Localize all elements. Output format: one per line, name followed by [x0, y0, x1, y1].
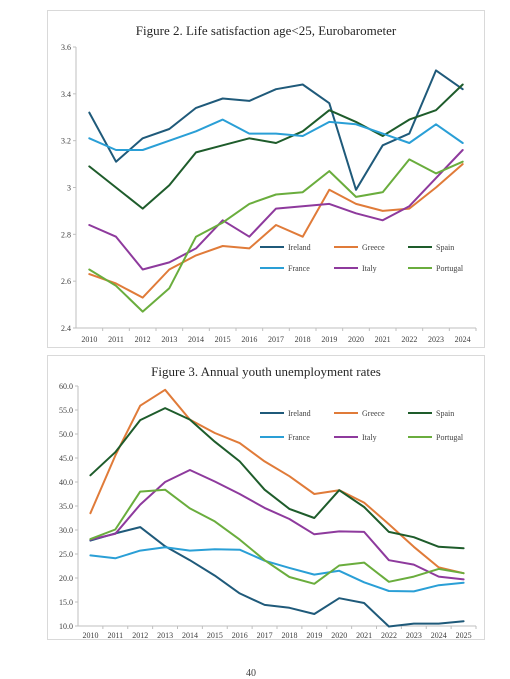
fig2-x-tick-label: 2023 — [428, 335, 444, 344]
fig3-x-tick-label: 2012 — [132, 631, 148, 639]
fig3-x-tick-label: 2025 — [456, 631, 472, 639]
fig2-legend-label-ireland: Ireland — [288, 243, 311, 252]
fig3-title: Figure 3. Annual youth unemployment rate… — [151, 364, 381, 379]
fig2-series-ireland — [88, 69, 464, 191]
fig3-legend-label-spain: Spain — [436, 409, 454, 418]
fig3-legend-label-france: France — [288, 433, 310, 442]
fig3-x-tick-label: 2020 — [331, 631, 347, 639]
fig2-y-tick-label: 3.6 — [61, 43, 71, 52]
fig3-y-tick-label: 15.0 — [59, 598, 73, 607]
fig3-series-ireland — [89, 526, 465, 628]
fig2-x-tick-label: 2022 — [401, 335, 417, 344]
figure-3-chart: Figure 3. Annual youth unemployment rate… — [59, 364, 477, 639]
fig2-x-tick-label: 2015 — [215, 335, 231, 344]
fig3-y-tick-label: 55.0 — [59, 406, 73, 415]
fig3-x-tick-label: 2010 — [82, 631, 98, 639]
fig3-legend-label-portugal: Portugal — [436, 433, 464, 442]
fig3-y-tick-label: 40.0 — [59, 478, 73, 487]
fig3-x-tick-label: 2014 — [182, 631, 198, 639]
fig3-x-tick-label: 2013 — [157, 631, 173, 639]
fig3-y-tick-label: 60.0 — [59, 382, 73, 391]
fig2-x-tick-label: 2021 — [375, 335, 391, 344]
fig2-legend-label-france: France — [288, 264, 310, 273]
fig3-x-tick-label: 2019 — [306, 631, 322, 639]
fig2-legend-label-spain: Spain — [436, 243, 454, 252]
fig3-y-tick-label: 20.0 — [59, 574, 73, 583]
page-number: 40 — [246, 668, 256, 679]
fig2-series-portugal — [88, 158, 464, 313]
fig2-x-tick-label: 2010 — [81, 335, 97, 344]
fig3-series-italy — [89, 469, 465, 581]
fig2-x-tick-label: 2011 — [108, 335, 124, 344]
fig3-x-tick-label: 2017 — [257, 631, 273, 639]
fig3-y-tick-label: 25.0 — [59, 550, 73, 559]
fig2-x-tick-label: 2020 — [348, 335, 364, 344]
fig2-x-tick-label: 2019 — [321, 335, 337, 344]
fig2-y-tick-label: 2.6 — [61, 277, 71, 286]
fig2-x-tick-label: 2016 — [241, 335, 257, 344]
fig3-y-tick-label: 30.0 — [59, 526, 73, 535]
fig3-x-tick-label: 2011 — [107, 631, 123, 639]
fig2-legend-label-portugal: Portugal — [436, 264, 464, 273]
fig2-y-tick-label: 2.8 — [61, 230, 71, 239]
fig2-series-spain — [88, 83, 464, 210]
fig3-x-tick-label: 2021 — [356, 631, 372, 639]
fig2-y-tick-label: 3 — [67, 184, 71, 193]
fig2-x-tick-label: 2013 — [161, 335, 177, 344]
fig2-series-france — [88, 118, 464, 151]
fig3-y-tick-label: 10.0 — [59, 622, 73, 631]
fig3-x-tick-label: 2016 — [232, 631, 248, 639]
fig3-x-tick-label: 2015 — [207, 631, 223, 639]
fig2-legend-label-italy: Italy — [362, 264, 377, 273]
fig2-x-tick-label: 2017 — [268, 335, 284, 344]
fig3-y-tick-label: 50.0 — [59, 430, 73, 439]
fig3-y-tick-label: 45.0 — [59, 454, 73, 463]
fig3-legend-label-italy: Italy — [362, 433, 377, 442]
fig2-x-tick-label: 2012 — [135, 335, 151, 344]
figure-3-panel: Figure 3. Annual youth unemployment rate… — [47, 355, 485, 640]
fig2-x-tick-label: 2018 — [295, 335, 311, 344]
figure-2-panel: Figure 2. Life satisfaction age<25, Euro… — [47, 10, 485, 348]
fig2-y-tick-label: 3.4 — [61, 90, 71, 99]
fig2-y-tick-label: 3.2 — [61, 137, 71, 146]
fig3-series-spain — [89, 407, 465, 550]
fig3-series-france — [89, 546, 465, 593]
fig2-series-greece — [88, 163, 464, 299]
fig3-legend-label-greece: Greece — [362, 409, 385, 418]
fig3-x-tick-label: 2022 — [381, 631, 397, 639]
fig3-y-tick-label: 35.0 — [59, 502, 73, 511]
fig2-x-tick-label: 2014 — [188, 335, 204, 344]
fig2-y-tick-label: 2.4 — [61, 324, 71, 333]
fig3-x-tick-label: 2018 — [281, 631, 297, 639]
fig2-series-italy — [88, 149, 464, 271]
fig3-x-tick-label: 2024 — [431, 631, 447, 639]
fig3-series-portugal — [89, 488, 465, 585]
fig3-legend-label-ireland: Ireland — [288, 409, 311, 418]
fig2-title: Figure 2. Life satisfaction age<25, Euro… — [136, 23, 397, 38]
figure-2-chart: Figure 2. Life satisfaction age<25, Euro… — [61, 23, 477, 344]
fig3-x-tick-label: 2023 — [406, 631, 422, 639]
fig2-x-tick-label: 2024 — [455, 335, 471, 344]
fig2-legend-label-greece: Greece — [362, 243, 385, 252]
